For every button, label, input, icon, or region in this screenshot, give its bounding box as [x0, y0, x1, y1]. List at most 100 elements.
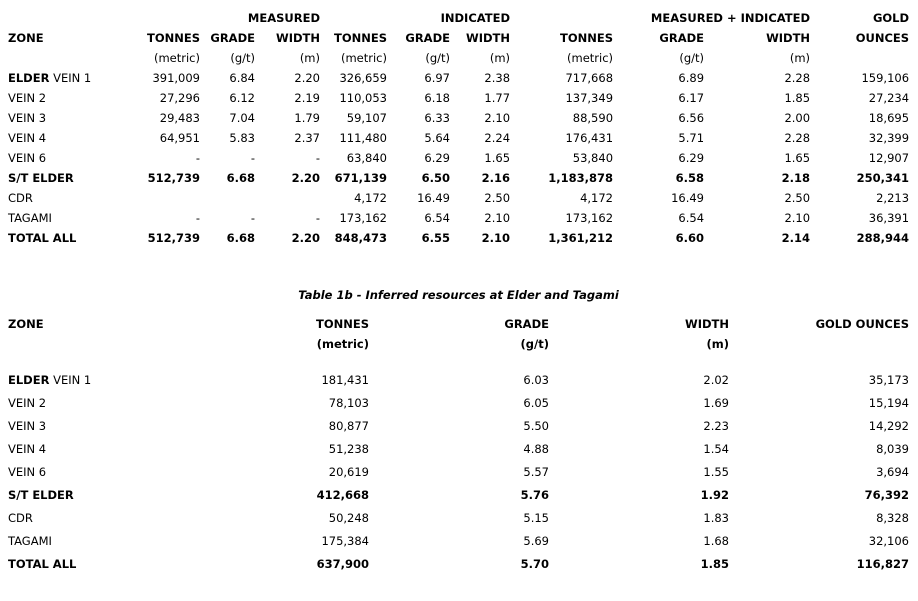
indicated-width-cell: 2.16: [481, 171, 511, 185]
gold-ounces-cell: 288,944: [856, 231, 910, 245]
indicated-grade-cell: 6.97: [424, 71, 450, 85]
tonnes-unit: (metric): [316, 337, 369, 351]
width-header: WIDTH: [685, 317, 729, 331]
gold-ounces-header: GOLD OUNCES: [815, 317, 909, 331]
measured-tonnes-unit: (metric): [153, 51, 200, 65]
zone-name: TAGAMI: [8, 534, 52, 548]
measured-grade-cell: 6.68: [226, 231, 255, 245]
gold-ounces-cell: 27,234: [868, 91, 910, 105]
zone-name: VEIN 2: [8, 396, 47, 410]
width-cell: 1.85: [700, 557, 729, 571]
measured-tonnes-header: TONNES: [146, 31, 200, 45]
measured-grade-header: GRADE: [210, 31, 255, 45]
measured-tonnes-cell: 512,739: [147, 231, 200, 245]
table-row-vein6: VEIN 6 20,619 5.57 1.55 3,694: [6, 461, 911, 484]
measured-grade-cell: 6.68: [226, 171, 255, 185]
gold-ounces-cell: 159,106: [861, 71, 910, 85]
table-row-vein4: VEIN 4 64,951 5.83 2.37 111,480 5.64 2.2…: [6, 128, 911, 148]
indicated-tonnes-cell: 326,659: [339, 71, 387, 85]
table-row-vein2: VEIN 2 78,103 6.05 1.69 15,194: [6, 392, 911, 415]
inferred-resources-table: ZONE TONNES GRADE WIDTH GOLD OUNCES (met…: [6, 314, 911, 576]
mi-width-cell: 2.28: [784, 71, 811, 85]
measured-width-cell: 2.20: [291, 171, 320, 185]
measured-grade-cell: -: [250, 151, 255, 165]
zone-cell: ELDER VEIN 1: [6, 369, 136, 392]
indicated-grade-cell: 6.54: [424, 211, 450, 225]
zone-name: VEIN 6: [8, 151, 47, 165]
tonnes-cell: 175,384: [321, 534, 369, 548]
spacer-cell: [6, 334, 136, 354]
mi-width-cell: 2.18: [781, 171, 811, 185]
indicated-grade-cell: 16.49: [417, 191, 450, 205]
column-header-row: ZONE TONNES GRADE WIDTH TONNES GRADE WID…: [6, 28, 911, 48]
mi-tonnes-cell: 176,431: [565, 131, 614, 145]
zone-cell: S/T ELDER: [6, 484, 136, 507]
indicated-width-header: WIDTH: [466, 31, 511, 45]
spacer-cell: [731, 334, 911, 354]
measured-width-unit: (m): [299, 51, 320, 65]
measured-width-cell: 2.20: [294, 71, 320, 85]
document-page: MEASURED INDICATED MEASURED + INDICATED …: [6, 8, 911, 576]
indicated-grade-cell: 6.55: [421, 231, 450, 245]
grade-cell: 5.70: [520, 557, 549, 571]
tonnes-cell: 51,238: [328, 442, 369, 456]
width-cell: 1.83: [703, 511, 729, 525]
measured-width-cell: [257, 188, 322, 208]
zone-name: TAGAMI: [8, 211, 52, 225]
tonnes-cell: 78,103: [328, 396, 369, 410]
indicated-width-cell: 2.10: [484, 111, 511, 125]
tonnes-cell: 20,619: [328, 465, 369, 479]
mi-grade-cell: 16.49: [671, 191, 705, 205]
measured-grade-cell: -: [250, 211, 255, 225]
zone-name: VEIN 4: [8, 131, 47, 145]
zone-cell: CDR: [6, 188, 134, 208]
measured-width-cell: 2.37: [294, 131, 320, 145]
mi-width-cell: 2.00: [784, 111, 811, 125]
spacer-cell: [812, 48, 911, 68]
zone-name-bold: TOTAL ALL: [8, 557, 77, 571]
gold-ounces-cell: 2,213: [876, 191, 910, 205]
grade-cell: 5.50: [523, 419, 549, 433]
tonnes-cell: 637,900: [316, 557, 369, 571]
measured-width-header: WIDTH: [276, 31, 320, 45]
spacer-row: [6, 354, 911, 369]
table-row-tagami: TAGAMI - - - 173,162 6.54 2.10 173,162 6…: [6, 208, 911, 228]
indicated-width-cell: 2.50: [484, 191, 511, 205]
zone-cell: VEIN 6: [6, 461, 136, 484]
width-cell: 1.55: [703, 465, 729, 479]
zone-name: VEIN 1: [49, 71, 92, 85]
indicated-tonnes-cell: 110,053: [339, 91, 387, 105]
zone-cell: TOTAL ALL: [6, 228, 134, 248]
indicated-width-unit: (m): [489, 51, 511, 65]
indicated-width-cell: 1.65: [484, 151, 511, 165]
grade-cell: 5.15: [523, 511, 549, 525]
zone-name: CDR: [8, 511, 33, 525]
indicated-tonnes-cell: 671,139: [334, 171, 387, 185]
zone-name: VEIN 3: [8, 111, 47, 125]
zone-cell: TOTAL ALL: [6, 553, 136, 576]
zone-cell: TAGAMI: [6, 530, 136, 553]
column-header-row: ZONE TONNES GRADE WIDTH GOLD OUNCES: [6, 314, 911, 334]
spacer-cell: [6, 8, 134, 28]
indicated-width-cell: 1.77: [484, 91, 511, 105]
zone-cell: VEIN 2: [6, 88, 134, 108]
tonnes-cell: 412,668: [316, 488, 369, 502]
mi-width-cell: 2.28: [784, 131, 811, 145]
mi-tonnes-cell: 137,349: [565, 91, 614, 105]
indicated-width-cell: 2.24: [484, 131, 511, 145]
mi-tonnes-cell: 4,172: [580, 191, 614, 205]
table-row-subtotal-elder: S/T ELDER 412,668 5.76 1.92 76,392: [6, 484, 911, 507]
zone-cell: VEIN 4: [6, 128, 134, 148]
mi-grade-cell: 6.89: [678, 71, 705, 85]
zone-name-bold: TOTAL ALL: [8, 231, 77, 245]
gold-ounces-header: OUNCES: [855, 31, 910, 45]
mi-width-cell: 2.10: [784, 211, 811, 225]
gold-ounces-cell: 8,328: [876, 511, 909, 525]
indicated-width-cell: 2.10: [481, 231, 511, 245]
zone-name: VEIN 2: [8, 91, 47, 105]
mi-width-cell: 1.65: [784, 151, 811, 165]
mi-tonnes-header: TONNES: [560, 31, 614, 45]
mi-tonnes-cell: 173,162: [565, 211, 614, 225]
gold-ounces-cell: 76,392: [864, 488, 909, 502]
zone-cell: S/T ELDER: [6, 168, 134, 188]
